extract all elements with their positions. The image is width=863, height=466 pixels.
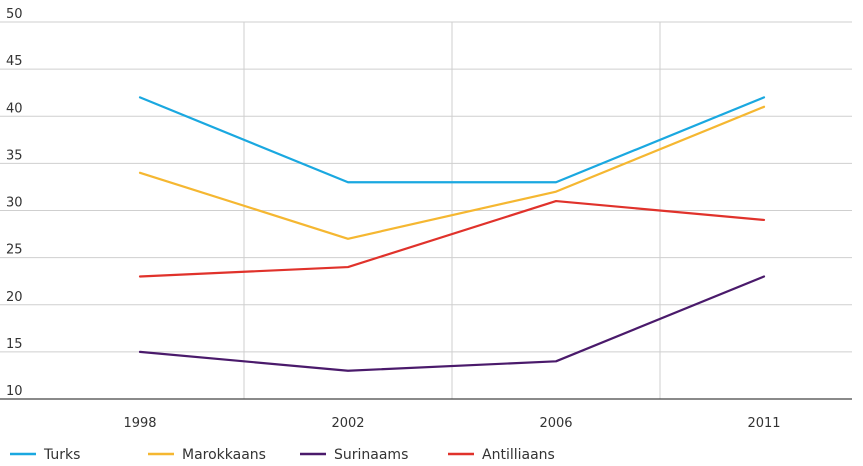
y-tick-label: 10	[6, 384, 23, 399]
legend-label: Marokkaans	[182, 447, 266, 463]
series-line-surinaams	[138, 275, 766, 372]
x-tick-label: 2006	[539, 416, 572, 431]
grid	[0, 21, 852, 400]
axes: 10 15 20 25 30 35 40 45 50 1998 2002 2006 2011	[6, 7, 781, 431]
legend: Turks Marokkaans Surinaams Antilliaans	[10, 447, 555, 463]
y-tick-label: 35	[6, 148, 23, 163]
legend-label: Surinaams	[334, 447, 408, 463]
legend-label: Antilliaans	[482, 447, 555, 463]
legend-label: Turks	[43, 447, 80, 463]
series-line-marokkaans	[138, 105, 766, 240]
series-line-antilliaans	[138, 199, 766, 278]
series-line-turks	[138, 96, 766, 184]
y-tick-label: 45	[6, 54, 23, 69]
y-tick-label: 15	[6, 337, 23, 352]
y-tick-label: 50	[6, 7, 23, 22]
series-lines	[138, 96, 766, 372]
y-tick-label: 25	[6, 243, 23, 258]
y-tick-label: 40	[6, 101, 23, 116]
x-tick-label: 1998	[123, 416, 156, 431]
y-tick-label: 20	[6, 290, 23, 305]
y-tick-label: 30	[6, 196, 23, 211]
x-tick-label: 2011	[747, 416, 780, 431]
x-tick-label: 2002	[331, 416, 364, 431]
